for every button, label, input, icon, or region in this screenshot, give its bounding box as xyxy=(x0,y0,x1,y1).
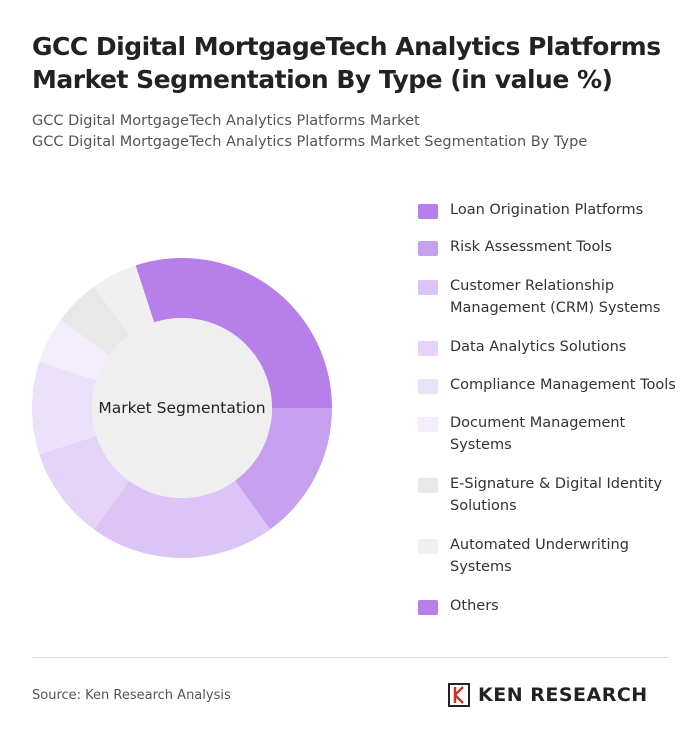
donut-slice xyxy=(93,480,271,558)
donut-slice xyxy=(32,361,97,455)
donut-slice xyxy=(182,258,332,408)
legend-swatch xyxy=(418,417,438,432)
legend-label: Document Management Systems xyxy=(450,415,626,453)
chart-title: GCC Digital MortgageTech Analytics Platf… xyxy=(32,32,661,94)
legend-swatch xyxy=(418,341,438,356)
legend-swatch xyxy=(418,280,438,295)
divider xyxy=(32,657,668,658)
legend-label: Automated Underwriting Systems xyxy=(450,537,629,575)
donut-slice xyxy=(234,408,332,530)
legend-label: E-Signature & Digital Identity Solutions xyxy=(450,476,663,514)
legend-label: Risk Assessment Tools xyxy=(450,239,612,255)
subtitle: GCC Digital MortgageTech Analytics Platf… xyxy=(32,134,588,150)
legend-label: Loan Origination Platforms xyxy=(450,202,644,218)
logo-text: KEN RESEARCH xyxy=(478,684,648,706)
donut-chart: Market Segmentation xyxy=(32,258,332,558)
legend-label: Customer Relationship Management (CRM) S… xyxy=(450,278,661,316)
legend-swatch xyxy=(418,241,438,256)
logo-icon xyxy=(448,683,470,707)
legend-swatch xyxy=(418,478,438,493)
donut-slice xyxy=(39,319,110,381)
legend-swatch xyxy=(418,379,438,394)
subtitle: GCC Digital MortgageTech Analytics Platf… xyxy=(32,113,420,129)
legend-label: Data Analytics Solutions xyxy=(450,339,627,355)
logo: KEN RESEARCH xyxy=(448,682,648,708)
center-label: Market Segmentation xyxy=(98,399,265,417)
legend-label: Others xyxy=(450,598,499,614)
source: Source: Ken Research Analysis xyxy=(32,688,231,703)
legend-swatch xyxy=(418,539,438,554)
legend-swatch xyxy=(418,600,438,615)
donut-slice xyxy=(39,435,130,530)
legend-swatch xyxy=(418,204,438,219)
donut-slice xyxy=(93,265,155,336)
donut-slice xyxy=(60,286,130,356)
donut-hole xyxy=(92,318,272,498)
legend-label: Compliance Management Tools xyxy=(450,377,676,393)
donut-slice xyxy=(135,258,182,323)
